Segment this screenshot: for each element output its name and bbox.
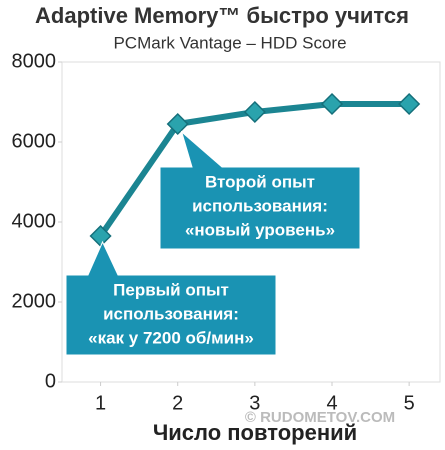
y-tick-label: 0 xyxy=(45,370,56,392)
x-tick-label: 5 xyxy=(404,392,415,414)
callout-box xyxy=(159,130,361,250)
callout-text: использования: xyxy=(103,304,239,323)
data-point xyxy=(166,112,189,136)
data-point xyxy=(243,100,266,124)
callout-text: «новый уровень» xyxy=(185,220,335,239)
data-point xyxy=(320,92,344,116)
y-tick-label: 2000 xyxy=(12,290,57,312)
x-tick-label: 2 xyxy=(172,392,183,414)
y-tick-label: 4000 xyxy=(12,210,57,232)
y-tick-label: 6000 xyxy=(12,130,57,152)
data-point xyxy=(398,92,421,116)
x-tick-label: 1 xyxy=(95,392,106,414)
callout-text: использования: xyxy=(192,196,328,215)
callout-text: «как у 7200 об/мин» xyxy=(88,328,254,347)
chart-subtitle: PCMark Vantage – HDD Score xyxy=(113,33,346,52)
x-axis-label: Число повторений xyxy=(153,420,357,445)
callout-text: Первый опыт xyxy=(113,280,229,299)
callout-text: Второй опыт xyxy=(205,172,315,191)
x-tick-label: 4 xyxy=(326,392,337,414)
watermark: © RUDOMETOV.COM xyxy=(245,409,395,426)
x-tick-label: 3 xyxy=(249,392,260,414)
chart-title: Adaptive Memory™ быстро учится xyxy=(35,3,409,28)
y-tick-label: 8000 xyxy=(12,50,57,72)
callout-box xyxy=(65,240,277,356)
